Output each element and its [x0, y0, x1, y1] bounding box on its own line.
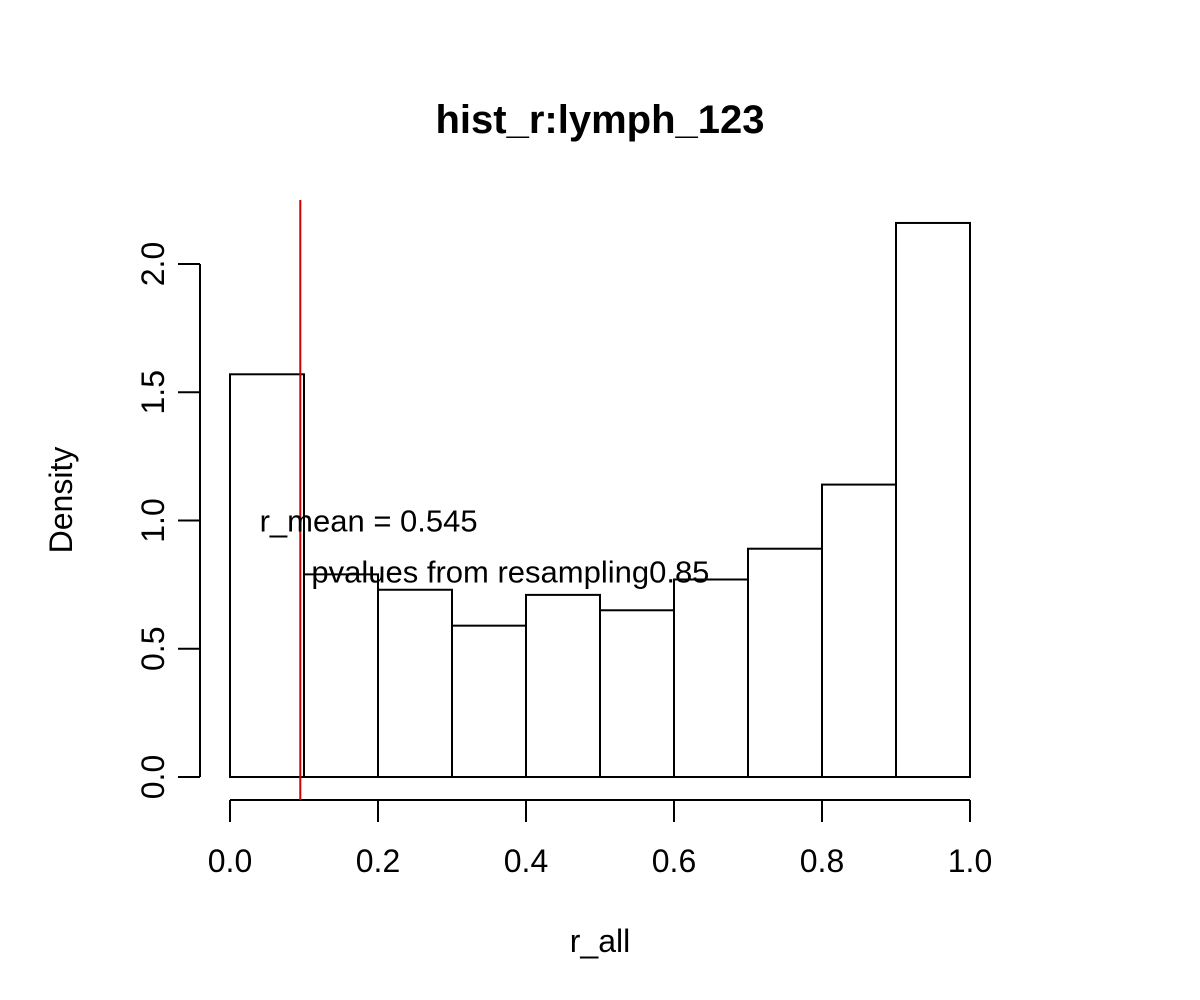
histogram-bar-0 [229, 373, 305, 778]
histogram-bar-6 [673, 578, 749, 778]
y-tick-label: 2.0 [135, 242, 171, 286]
annotations-group: r_mean = 0.545 pvalues from resampling0.8… [260, 503, 710, 589]
y-tick-label: 0.5 [135, 627, 171, 671]
y-tick-label: 0.0 [135, 755, 171, 799]
x-tick-label: 0.2 [356, 843, 400, 879]
histogram-bar-9 [895, 221, 971, 778]
y-tick-label: 1.0 [135, 498, 171, 542]
y-axis-label: Density [43, 447, 79, 554]
chart-title: hist_r:lymph_123 [435, 98, 764, 142]
x-tick-label: 0.4 [504, 843, 548, 879]
histogram-bar-3 [451, 624, 527, 778]
bars-group [229, 221, 971, 779]
y-axis: 0.0 0.5 1.0 1.5 2.0 [135, 242, 201, 799]
x-tick-label: 0.0 [208, 843, 252, 879]
x-tick-label: 0.6 [652, 843, 696, 879]
histogram-bar-1 [303, 573, 379, 778]
x-axis-label: r_all [570, 923, 630, 959]
histogram-bar-8 [821, 483, 897, 778]
annotation-text-1: pvalues from resampling0.85 [311, 555, 709, 590]
x-tick-label: 1.0 [948, 843, 992, 879]
histogram-bar-5 [599, 609, 675, 779]
y-tick-label: 1.5 [135, 370, 171, 414]
x-axis: 0.0 0.2 0.4 0.6 0.8 1.0 [208, 799, 992, 879]
histogram-bar-4 [525, 593, 601, 779]
histogram-bar-7 [747, 547, 823, 779]
x-tick-label: 0.8 [800, 843, 844, 879]
annotation-text-0: r_mean = 0.545 [260, 503, 478, 538]
histogram-bar-2 [377, 588, 453, 778]
